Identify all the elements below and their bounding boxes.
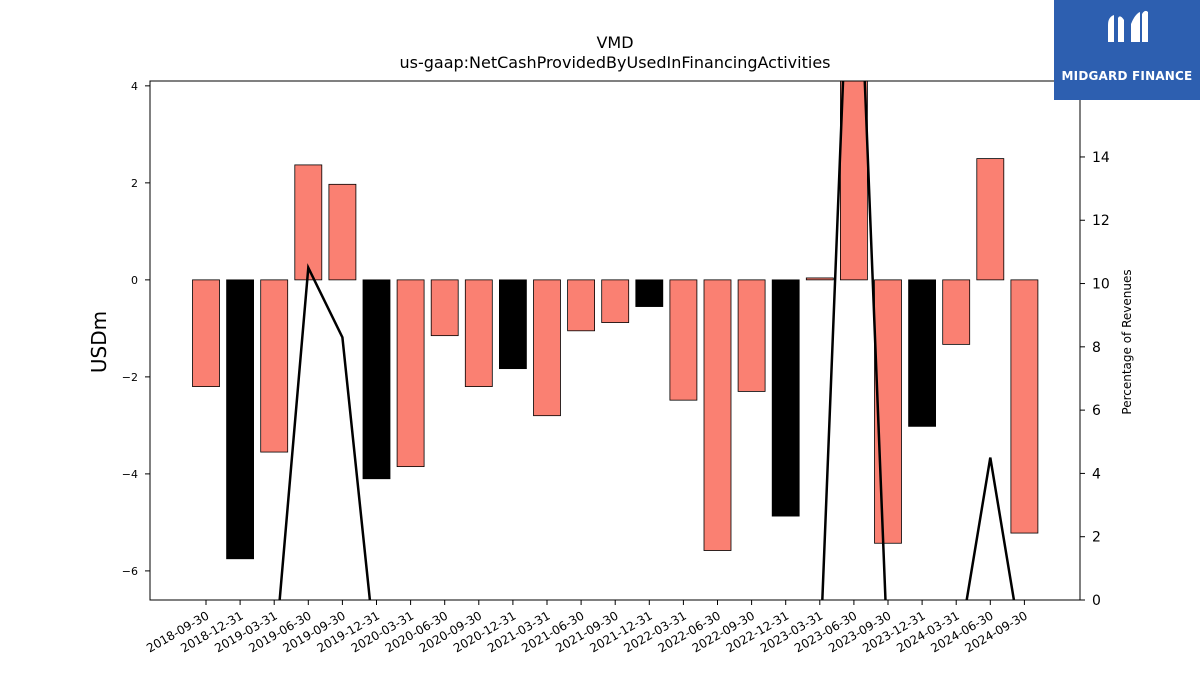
chart-subtitle: us-gaap:NetCashProvidedByUsedInFinancing… — [399, 53, 830, 72]
y2-tick-label: 0 — [1092, 593, 1101, 609]
bar-2022-06-30 — [703, 279, 732, 551]
y2-tick-label: 8 — [1092, 340, 1101, 356]
bar-2019-09-30 — [328, 183, 357, 281]
y-tick-label: −6 — [122, 565, 138, 578]
bar-2022-03-31 — [669, 279, 698, 401]
plot-area — [192, 81, 1039, 600]
bar-2019-12-31 — [362, 279, 391, 480]
bar-2021-06-30 — [567, 279, 595, 332]
midgard-finance-logo: MIDGARD FINANCE — [1054, 0, 1200, 100]
y-tick-label: 2 — [131, 177, 138, 190]
bar-2020-06-30 — [430, 279, 459, 337]
bar-2021-09-30 — [601, 279, 630, 323]
y-tick-label: 0 — [131, 274, 138, 287]
bar-2022-09-30 — [737, 279, 766, 392]
bar-2024-06-30 — [976, 158, 1005, 281]
bar-2023-12-31 — [908, 279, 936, 427]
y2-tick-label: 6 — [1092, 403, 1101, 419]
y2-tick-label: 14 — [1092, 150, 1110, 166]
y2-tick-label: 12 — [1092, 213, 1110, 229]
chart-title: VMD — [596, 33, 633, 52]
y2-tick-label: 10 — [1092, 277, 1110, 293]
bar-2018-09-30 — [192, 279, 220, 387]
percentage-line-segment-2 — [965, 457, 1016, 600]
bar-2018-12-31 — [226, 279, 255, 560]
y-tick-label: 4 — [131, 80, 138, 93]
bar-2019-03-31 — [260, 279, 289, 453]
bar-2022-12-31 — [771, 279, 800, 517]
y2-axis-label: Percentage of Revenues — [1120, 269, 1134, 414]
y2-tick-label: 4 — [1092, 466, 1101, 482]
bar-2024-03-31 — [942, 279, 971, 345]
bar-2020-03-31 — [396, 279, 425, 468]
bar-2023-06-30 — [840, 81, 868, 281]
y2-tick-label: 2 — [1092, 530, 1101, 546]
bar-2020-12-31 — [498, 279, 527, 370]
y-axis-label: USDm — [87, 311, 111, 373]
logo-mark-icon — [1108, 10, 1148, 42]
bar-2021-03-31 — [533, 279, 561, 417]
y-tick-label: −4 — [122, 468, 138, 481]
plot-frame — [149, 80, 1081, 601]
y-tick-label: −2 — [122, 371, 138, 384]
bar-2024-09-30 — [1010, 279, 1039, 534]
percentage-line-segment-1 — [821, 81, 887, 600]
logo-text: MIDGARD FINANCE — [1061, 69, 1193, 83]
bar-2020-09-30 — [464, 279, 493, 387]
bar-2021-12-31 — [635, 279, 664, 307]
bar-2023-03-31 — [805, 277, 834, 281]
bar-2019-06-30 — [294, 164, 323, 281]
percentage-line-segment-0 — [278, 263, 372, 600]
